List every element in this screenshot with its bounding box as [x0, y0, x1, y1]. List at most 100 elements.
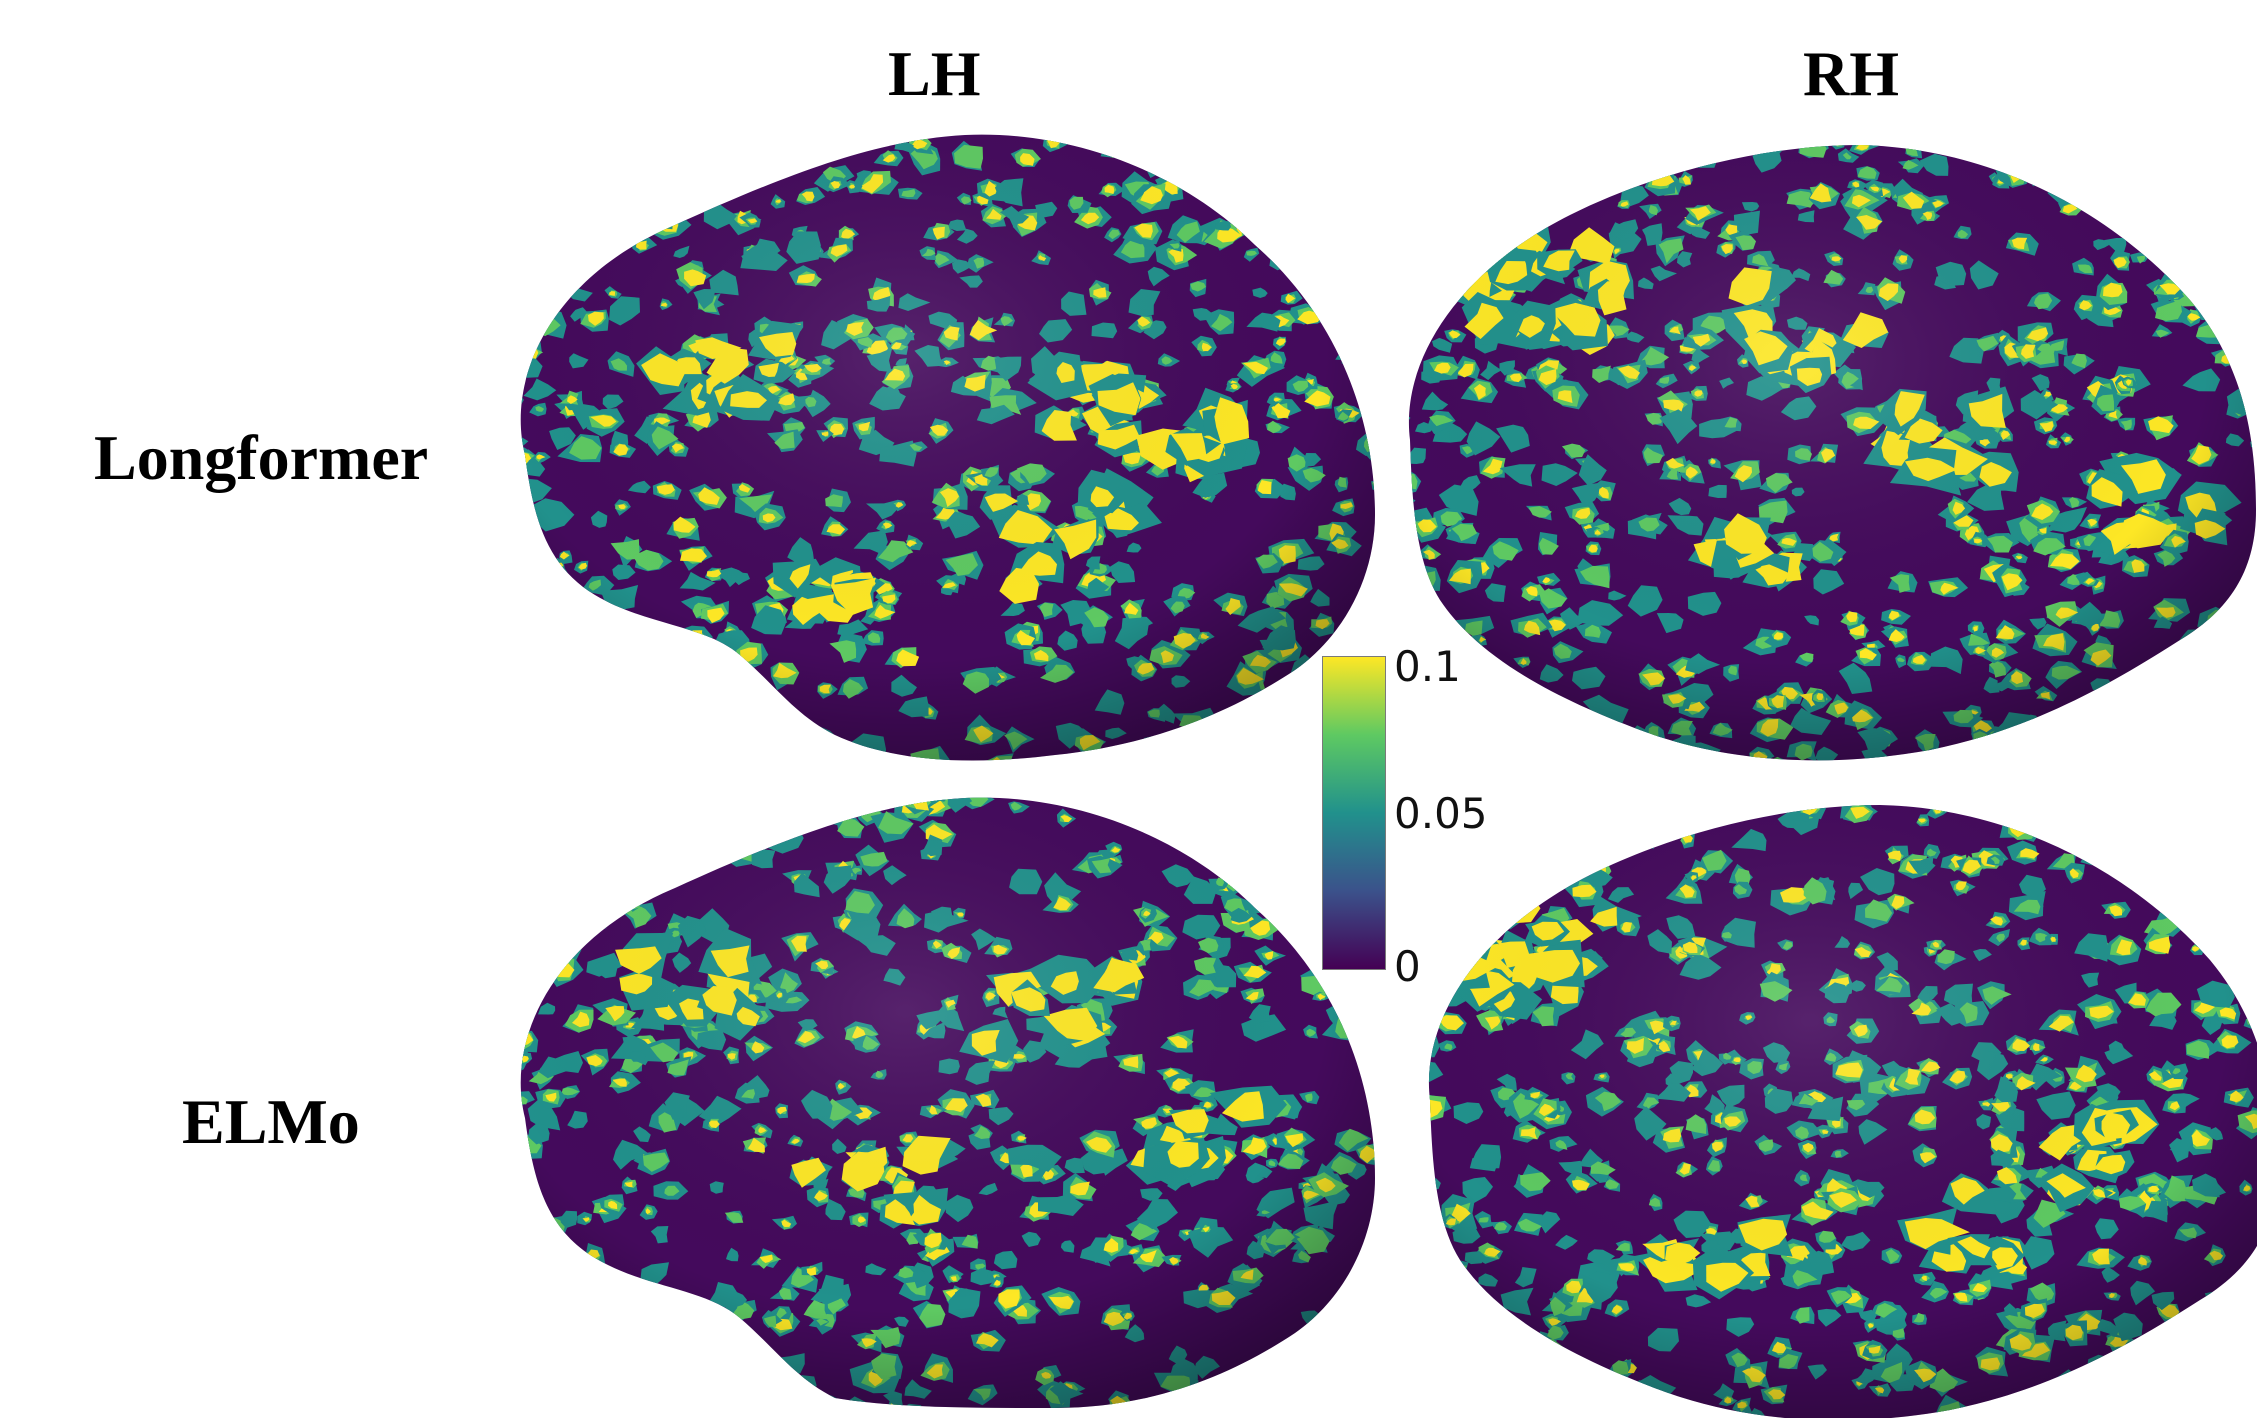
activation-patch [1348, 314, 1368, 335]
activation-patch [2207, 761, 2232, 780]
activation-patch [2214, 145, 2244, 160]
activation-patch [2227, 263, 2257, 281]
activation-patch [682, 1326, 702, 1337]
activation-patch [1635, 805, 1655, 811]
activation-patch [1207, 174, 1222, 182]
activation-patch [842, 134, 874, 147]
activation-patch [689, 1326, 702, 1337]
activation-patch [1498, 1398, 1507, 1406]
activation-patch [1348, 156, 1367, 167]
activation-patch [1525, 1401, 1566, 1418]
activation-patch [2200, 674, 2226, 690]
activation-patch [520, 688, 534, 718]
activation-patch [535, 1251, 564, 1271]
activation-patch [2113, 805, 2140, 822]
activation-patch [1579, 769, 1596, 780]
activation-patch [1494, 1392, 1510, 1407]
activation-patch [1225, 806, 1259, 827]
activation-patch [1611, 1409, 1631, 1418]
activation-patch [1551, 157, 1589, 188]
activation-patch [2180, 762, 2199, 775]
activation-patch [566, 235, 588, 251]
activation-patch [1328, 134, 1347, 150]
activation-patch [1432, 1258, 1458, 1273]
activation-patch [1467, 189, 1479, 196]
activation-patch [914, 797, 943, 802]
activation-patch [1370, 996, 1375, 1007]
activation-patch [613, 641, 638, 659]
activation-patch [2194, 805, 2216, 821]
activation-patch [2088, 183, 2113, 205]
activation-patch [2135, 729, 2154, 748]
activation-patch [1395, 610, 1406, 618]
activation-patch [639, 699, 671, 721]
activation-patch [1410, 1386, 1424, 1413]
activation-patch [2245, 821, 2257, 838]
activation-patch [1762, 756, 1793, 761]
activation-patch [703, 1317, 722, 1333]
activation-patch [1573, 1364, 1591, 1384]
activation-patch [1410, 1338, 1417, 1354]
activation-patch [1428, 1384, 1433, 1403]
activation-patch [1298, 765, 1309, 772]
activation-patch [662, 1402, 687, 1408]
activation-patch [2024, 163, 2039, 180]
activation-patch [1146, 156, 1166, 172]
activation-patch [1342, 337, 1375, 361]
activation-patch [597, 633, 621, 649]
activation-patch [1493, 1320, 1526, 1343]
activation-patch [2193, 1347, 2229, 1371]
activation-patch [695, 1330, 719, 1347]
activation-patch [1169, 1402, 1183, 1408]
activation-patch [545, 1359, 570, 1384]
activation-patch [728, 651, 736, 657]
activation-patch [1428, 1289, 1435, 1299]
activation-patch [1157, 144, 1172, 153]
activation-patch [2162, 679, 2190, 699]
activation-patch [2213, 760, 2229, 761]
activation-patch [520, 1330, 541, 1362]
activation-patch [1436, 172, 1447, 178]
activation-patch [2241, 820, 2257, 843]
activation-patch [1216, 788, 1234, 797]
activation-patch [766, 748, 787, 761]
activation-patch [520, 1131, 531, 1156]
activation-patch [1356, 340, 1371, 353]
activation-patch [616, 1300, 634, 1313]
activation-patch [1234, 1409, 1254, 1418]
activation-patch [523, 677, 551, 695]
activation-patch [630, 841, 656, 856]
activation-patch [1593, 848, 1606, 857]
activation-patch [2220, 1332, 2238, 1345]
activation-patch [1587, 1399, 1616, 1418]
activation-patch [643, 835, 672, 856]
activation-patch [542, 845, 578, 871]
activation-patch [1168, 755, 1187, 761]
activation-patch [687, 760, 709, 761]
activation-patch [556, 901, 601, 930]
activation-patch [2203, 182, 2226, 200]
activation-patch [555, 173, 575, 187]
activation-patch [559, 724, 579, 741]
activation-patch [2115, 1404, 2145, 1418]
activation-patch [2105, 1407, 2131, 1418]
activation-patch [2207, 674, 2226, 687]
activation-patch [728, 1374, 755, 1403]
activation-patch [1337, 291, 1359, 305]
activation-patch [2149, 169, 2167, 183]
activation-patch [1243, 1412, 1251, 1418]
activation-patch [766, 1390, 775, 1397]
activation-patch [1533, 145, 1554, 154]
activation-patch [1144, 149, 1173, 172]
activation-patch [495, 369, 502, 374]
activation-patch [565, 902, 586, 921]
activation-patch [1341, 353, 1357, 368]
activation-patch [751, 737, 766, 752]
activation-patch [752, 157, 775, 177]
activation-patch [1057, 797, 1091, 800]
activation-patch [2202, 642, 2217, 655]
activation-patch [1571, 765, 1604, 780]
activation-patch [1283, 220, 1295, 228]
activation-patch [1593, 847, 1604, 860]
activation-patch [1159, 154, 1200, 177]
